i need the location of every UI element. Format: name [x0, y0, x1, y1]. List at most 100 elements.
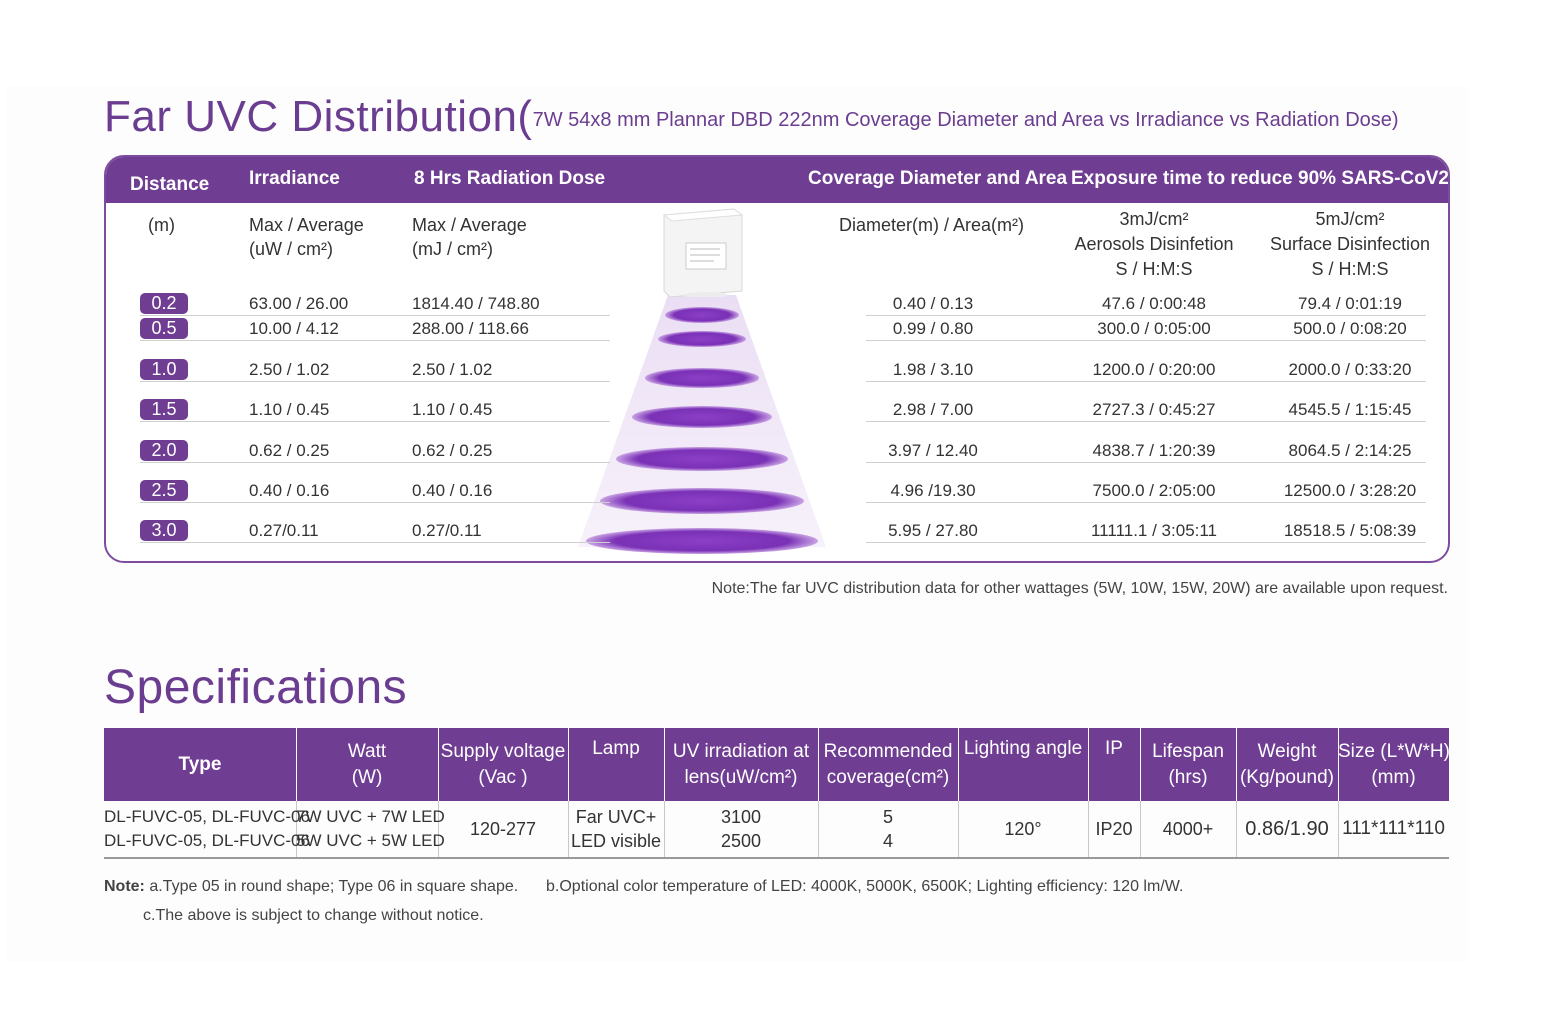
spec-header-coverage: Recommended coverage(cm²): [823, 740, 953, 788]
col-sep: [1236, 728, 1237, 801]
cell-coverage: 3.97 / 12.40: [888, 441, 978, 460]
row-sep: [1140, 801, 1141, 858]
spec-cell-uv: 3100 2500: [720, 807, 762, 851]
col-sep: [664, 728, 665, 801]
spec-note-a: Note: a.Type 05 in round shape; Type 06 …: [104, 878, 519, 895]
cell-coverage: 0.40 / 0.13: [892, 294, 974, 313]
col-sep: [1140, 728, 1141, 801]
col-sep: [818, 728, 819, 801]
col-sep: [1088, 728, 1089, 801]
cell-irradiance: 63.00 / 26.00: [249, 294, 349, 313]
row-sep: [1236, 801, 1237, 858]
row-divider: [140, 315, 610, 316]
header-coverage: Coverage Diameter and Area: [808, 168, 1068, 189]
cell-dose: 0.62 / 0.25: [412, 441, 493, 460]
row-sep: [296, 801, 297, 858]
spec-table: Type Watt (W) Supply voltage (Vac ) Lamp U…: [104, 728, 1450, 859]
distance-badge: 2.5: [140, 480, 188, 501]
header-exposure: Exposure time to reduce 90% SARS-CoV2: [1071, 168, 1449, 189]
beam-ring-2-5: [616, 447, 788, 471]
distance-badge: 0.5: [140, 318, 188, 339]
beam-ring-1-5: [645, 368, 759, 388]
row-divider: [140, 462, 610, 463]
spec-bottom-rule: [104, 857, 1449, 859]
row-sep: [568, 801, 569, 858]
cell-coverage: 4.96 /19.30: [890, 481, 976, 500]
cell-dose: 288.00 / 118.66: [412, 319, 529, 338]
uv-beam-illustration: [578, 295, 826, 554]
distance-badge: 3.0: [140, 520, 188, 541]
cell-dose: 1814.40 / 748.80: [412, 294, 540, 313]
spec-header-type: Type: [178, 753, 222, 775]
cell-surface: 500.0 / 0:08:20: [1293, 319, 1407, 338]
distance-badge: 2.0: [140, 440, 188, 461]
row-divider: [140, 502, 610, 503]
cell-coverage: 1.98 / 3.10: [892, 360, 974, 379]
cell-dose: 0.27/0.11: [412, 521, 482, 540]
spec-title: Specifications: [104, 661, 408, 714]
sub-irr-1: Max / Average: [249, 215, 364, 235]
cell-coverage: 0.99 / 0.80: [892, 319, 974, 338]
sub-surface-2: Surface Disinfection: [1269, 234, 1431, 254]
row-sep: [664, 801, 665, 858]
cell-irradiance: 2.50 / 1.02: [249, 360, 330, 379]
row-divider: [140, 542, 610, 543]
distance-badge: 1.5: [140, 399, 188, 420]
sub-aerosol-2: Aerosols Disinfetion: [1074, 234, 1234, 254]
spec-cell-ip: IP20: [1095, 819, 1133, 839]
sub-coverage: Diameter(m) / Area(m²): [839, 215, 1025, 235]
header-distance: Distance: [130, 174, 210, 195]
beam-ring-2-0: [632, 406, 772, 428]
sub-dose-2: (mJ / cm²): [412, 239, 493, 259]
spec-cell-lamp: Far UVC+ LED visible: [570, 807, 662, 851]
spec-cell-voltage: 120-277: [469, 819, 537, 839]
spec-header-ip: IP: [1105, 738, 1123, 759]
spec-cell-size: 111*111*110: [1342, 818, 1445, 839]
cell-surface: 18518.5 / 5:08:39: [1283, 521, 1417, 540]
cell-irradiance: 0.62 / 0.25: [249, 441, 330, 460]
spec-header-voltage: Supply voltage (Vac ): [440, 740, 566, 788]
beam-ring-3-0: [600, 488, 804, 514]
uvc-title-sub: 7W 54x8 mm Plannar DBD 222nm Coverage Di…: [532, 109, 1399, 131]
uvc-title: Far UVC Distribution(7W 54x8 mm Plannar …: [104, 92, 1399, 142]
row-sep: [818, 801, 819, 858]
cell-aerosol: 300.0 / 0:05:00: [1097, 319, 1211, 338]
row-divider: [866, 542, 1426, 543]
cell-irradiance: 0.40 / 0.16: [249, 481, 330, 500]
cell-aerosol: 47.6 / 0:00:48: [1102, 294, 1206, 313]
spec-cell-watt: 7W UVC + 7W LED 5W UVC + 5W LED: [296, 807, 445, 850]
row-divider: [140, 340, 610, 341]
cell-aerosol: 1200.0 / 0:20:00: [1092, 360, 1216, 379]
sub-aerosol-1: 3mJ/cm²: [1119, 209, 1189, 229]
cell-aerosol: 7500.0 / 2:05:00: [1092, 481, 1216, 500]
sub-irr-2: (uW / cm²): [249, 239, 333, 259]
col-sep: [958, 728, 959, 801]
spec-header: [104, 728, 1449, 801]
spec-header-weight: Weight (Kg/pound): [1239, 740, 1334, 788]
row-sep: [438, 801, 439, 858]
spec-cell-angle: 120°: [1004, 819, 1042, 839]
row-sep: [958, 801, 959, 858]
header-irradiance: Irradiance: [249, 168, 340, 189]
distance-badge: 1.0: [140, 359, 188, 380]
col-sep: [1338, 728, 1339, 801]
row-sep: [1088, 801, 1089, 858]
cell-surface: 4545.5 / 1:15:45: [1288, 400, 1412, 419]
row-divider: [140, 421, 610, 422]
distance-badge: 0.2: [140, 293, 188, 314]
sub-dose-1: Max / Average: [412, 215, 527, 235]
row-divider: [140, 381, 610, 382]
cell-surface: 12500.0 / 3:28:20: [1283, 481, 1417, 500]
row-divider: [866, 340, 1426, 341]
row-divider: [866, 421, 1426, 422]
uvc-title-main: Far UVC Distribution(: [104, 92, 533, 141]
cell-surface: 2000.0 / 0:33:20: [1288, 360, 1412, 379]
cell-coverage: 5.95 / 27.80: [888, 521, 978, 540]
distribution-table: Distance Irradiance 8 Hrs Radiation Dose…: [104, 155, 1450, 563]
row-sep: [1338, 801, 1339, 858]
spec-cell-weight: 0.86/1.90: [1245, 818, 1329, 840]
row-divider: [866, 502, 1426, 503]
sub-surface-3: S / H:M:S: [1311, 259, 1389, 279]
